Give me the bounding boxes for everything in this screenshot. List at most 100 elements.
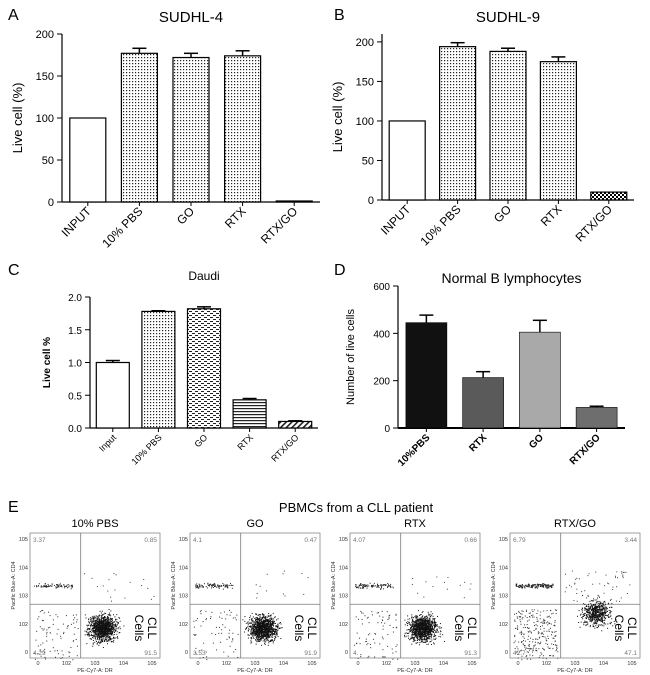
y-tick-label: 50 — [42, 155, 54, 167]
chart-sudhl4: SUDHL-4 0 50 100 150 200 Live cell (%) INPUT 10%… — [10, 9, 320, 250]
flow-y-tick-label: 102 — [179, 622, 188, 628]
x-tick-label: RTX — [467, 432, 489, 454]
bar — [186, 308, 222, 429]
flow-y-tick-label: 103 — [339, 594, 348, 600]
bar — [462, 377, 504, 429]
y-axis-label: Number of live cells — [345, 309, 357, 405]
flow-y-tick-label: 104 — [499, 565, 508, 571]
x-tick-label: Input — [97, 432, 119, 454]
quadrant-lr-value: 91.5 — [144, 650, 157, 657]
bar — [224, 55, 262, 203]
x-tick-label: GO — [174, 204, 197, 227]
bar — [141, 310, 176, 429]
panel-letter-e: E — [8, 499, 19, 516]
y-tick-label: 0 — [384, 424, 390, 435]
flow-x-axis-label: PE-Cy7-A: DR — [557, 668, 592, 674]
x-tick-label: 10% PBS — [99, 204, 145, 250]
flow-y-tick-label: 105 — [499, 537, 508, 543]
y-tick-label: 400 — [373, 329, 390, 340]
x-tick-label: INPUT — [59, 204, 95, 240]
quadrant-ur-value: 0.47 — [304, 537, 317, 544]
quadrant-ur-value: 0.66 — [464, 537, 477, 544]
y-tick-label: 150 — [356, 76, 374, 88]
flow-y-tick-label: 104 — [339, 565, 348, 571]
quadrant-ul-value: 6.79 — [513, 537, 526, 544]
flow-y-tick-label: 102 — [339, 622, 348, 628]
gate-label: CLL — [625, 617, 639, 639]
quadrant-lr-value: 47.1 — [624, 650, 637, 657]
y-tick-label: 100 — [36, 113, 54, 125]
flow-y-tick-label: 105 — [179, 537, 188, 543]
flow-x-tick-label: 103 — [410, 661, 419, 667]
x-tick-label: 10%PBS — [396, 432, 433, 469]
chart-sudhl9: SUDHL-9 0 50 100 150 200 Live cell (%) INPUT 10%… — [330, 9, 634, 248]
y-tick-label: 0.0 — [68, 424, 82, 435]
flow-y-tick-label: 0 — [185, 650, 188, 656]
y-tick-label: 100 — [356, 116, 374, 128]
flow-plot-title: GO — [246, 518, 264, 530]
flow-y-tick-label: 102 — [499, 622, 508, 628]
flow-x-tick-label: 105 — [147, 661, 156, 667]
chart-title: SUDHL-9 — [476, 9, 540, 26]
x-tick-label: RTX — [235, 432, 255, 452]
flow-events — [33, 573, 155, 661]
chart-title: Daudi — [188, 269, 219, 283]
x-tick-label: GO — [491, 202, 514, 225]
flow-x-tick-label: 102 — [542, 661, 551, 667]
panel-letter-a: A — [8, 7, 19, 24]
quadrant-lr-value: 91.9 — [304, 650, 317, 657]
flow-x-tick-label: 105 — [307, 661, 316, 667]
flow-x-tick-label: 102 — [382, 661, 391, 667]
chart-title: Normal B lymphocytes — [441, 270, 581, 286]
x-tick-label: RTX — [538, 202, 565, 229]
flow-plot-frame — [189, 532, 321, 659]
bar — [95, 361, 130, 429]
bar — [388, 120, 426, 201]
bar — [489, 50, 527, 201]
flow-y-tick-label: 105 — [19, 537, 28, 543]
flow-y-tick-label: 105 — [339, 537, 348, 543]
x-tick-label: INPUT — [378, 202, 414, 238]
flow-x-tick-label: 0 — [196, 661, 199, 667]
y-tick-label: 50 — [362, 155, 374, 167]
gate-label: Cells — [452, 615, 466, 642]
y-tick-label: 0 — [368, 195, 374, 207]
quadrant-ul-value: 4.07 — [353, 537, 366, 544]
flow-x-tick-label: 105 — [627, 661, 636, 667]
gate-label: Cells — [612, 615, 626, 642]
flow-x-tick-label: 104 — [439, 661, 448, 667]
x-tick-label: GO — [527, 432, 546, 451]
bar — [232, 399, 267, 429]
flow-x-axis-label: PE-Cy7-A: DR — [237, 668, 272, 674]
flow-events — [513, 570, 631, 661]
flow-x-tick-label: 102 — [62, 661, 71, 667]
x-tick-label: RTX/GO — [269, 432, 300, 463]
flow-y-tick-label: 0 — [505, 650, 508, 656]
quadrant-ll-value: 3.53 — [193, 650, 206, 657]
y-tick-label: 200 — [373, 377, 390, 388]
gate-label: CLL — [465, 617, 479, 639]
y-tick-label: 2.0 — [68, 293, 82, 304]
panel-letter-b: B — [334, 7, 345, 24]
bar — [539, 61, 578, 201]
flow-x-tick-label: 102 — [222, 661, 231, 667]
flow-y-tick-label: 104 — [19, 565, 28, 571]
bar — [278, 420, 313, 429]
x-tick-label: RTX/GO — [568, 432, 603, 467]
flow-plot-title: RTX — [404, 518, 426, 530]
panel-e-title: PBMCs from a CLL patient — [279, 500, 434, 515]
y-tick-label: 200 — [356, 37, 374, 49]
x-tick-label: GO — [192, 432, 209, 449]
x-tick-label: RTX/GO — [258, 204, 300, 246]
flow-y-axis-label: Pacific Blue-A: CD4 — [491, 561, 497, 609]
y-tick-label: 0 — [48, 197, 54, 209]
quadrant-ul-value: 4.1 — [193, 537, 202, 544]
flow-y-tick-label: 104 — [179, 565, 188, 571]
y-axis-label: Live cell (%) — [10, 83, 25, 154]
x-tick-label: 10% PBS — [417, 202, 463, 248]
